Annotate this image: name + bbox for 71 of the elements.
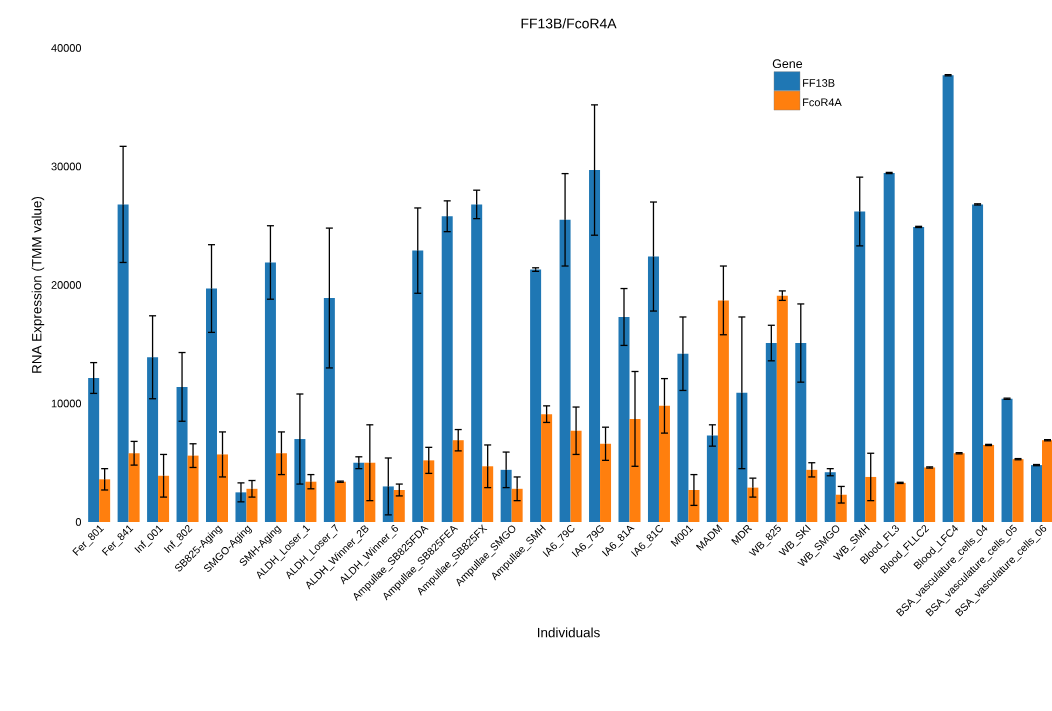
bar bbox=[530, 269, 542, 522]
bar bbox=[972, 204, 984, 522]
bar bbox=[924, 467, 936, 522]
bar bbox=[471, 204, 483, 522]
bar bbox=[629, 418, 641, 522]
bar bbox=[441, 216, 453, 522]
bar bbox=[658, 405, 670, 522]
bar bbox=[187, 455, 199, 522]
bar bbox=[1042, 440, 1052, 522]
x-axis-title: Individuals bbox=[537, 627, 600, 638]
bar bbox=[217, 454, 229, 522]
bar bbox=[482, 466, 494, 522]
bar bbox=[452, 440, 464, 522]
bar bbox=[246, 488, 258, 522]
bar bbox=[88, 378, 100, 522]
bar bbox=[305, 481, 317, 522]
bar bbox=[835, 494, 847, 522]
bar bbox=[765, 343, 777, 522]
bar bbox=[1031, 465, 1042, 522]
bar bbox=[706, 435, 718, 522]
bar bbox=[647, 256, 659, 522]
y-axis-title: RNA Expression (TMM value) bbox=[31, 196, 45, 373]
bar bbox=[913, 226, 925, 522]
bar bbox=[158, 475, 170, 522]
bar bbox=[795, 343, 807, 522]
legend-label: FcoR4A bbox=[803, 98, 842, 107]
bar bbox=[275, 453, 287, 522]
bar bbox=[99, 479, 111, 522]
y-tick-label: 40000 bbox=[51, 44, 82, 52]
bar bbox=[334, 481, 346, 522]
bar bbox=[953, 453, 965, 522]
bar bbox=[500, 469, 512, 522]
bar bbox=[323, 298, 335, 522]
bar bbox=[677, 353, 689, 522]
bar bbox=[264, 262, 276, 522]
bar bbox=[412, 250, 424, 522]
bar bbox=[600, 443, 612, 522]
bar bbox=[353, 462, 365, 522]
bar bbox=[423, 460, 435, 522]
y-tick-label: 0 bbox=[75, 518, 82, 526]
y-tick-label: 20000 bbox=[51, 281, 82, 289]
bar bbox=[983, 444, 995, 522]
bar bbox=[717, 300, 729, 522]
bar bbox=[541, 414, 553, 522]
bar bbox=[806, 469, 818, 522]
bar bbox=[894, 482, 906, 522]
y-tick-label: 30000 bbox=[51, 162, 82, 171]
bar bbox=[570, 430, 582, 522]
bar bbox=[559, 219, 571, 522]
bar bbox=[235, 492, 247, 522]
bar bbox=[128, 453, 140, 522]
legend-label: FF13B bbox=[803, 79, 835, 87]
bar bbox=[206, 288, 218, 522]
bar bbox=[1001, 398, 1013, 522]
bar bbox=[942, 75, 954, 522]
bar bbox=[589, 170, 601, 522]
bar bbox=[393, 489, 405, 522]
legend-title: Gene bbox=[772, 59, 803, 69]
y-tick-label: 10000 bbox=[51, 399, 82, 408]
bar bbox=[511, 488, 523, 522]
bar bbox=[176, 386, 188, 522]
bar bbox=[618, 316, 630, 522]
bar bbox=[117, 204, 129, 522]
bar bbox=[824, 472, 836, 522]
bar bbox=[776, 295, 788, 522]
bar bbox=[883, 173, 895, 522]
bar bbox=[1012, 459, 1024, 522]
bar bbox=[147, 357, 159, 522]
chart-title: FF13B/FcoR4A bbox=[521, 18, 617, 29]
bar bbox=[854, 211, 866, 522]
bar bbox=[747, 487, 759, 522]
